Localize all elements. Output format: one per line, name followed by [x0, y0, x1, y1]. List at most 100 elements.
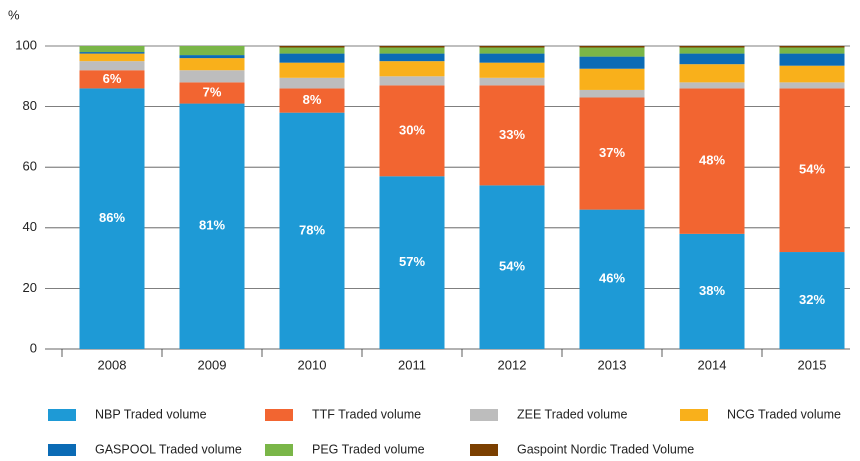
bar-segment: [479, 85, 545, 186]
legend-swatch: [48, 444, 76, 456]
legend-label: NBP Traded volume: [95, 407, 207, 421]
data-label: 38%: [699, 283, 725, 298]
bar-segment: [179, 82, 245, 104]
bar-segment: [479, 47, 545, 54]
bar-segment: [479, 77, 545, 86]
bar-segment: [279, 62, 345, 78]
bar-segment: [479, 62, 545, 78]
y-tick-label: 20: [23, 280, 37, 295]
bar-segment: [579, 68, 645, 90]
bar-segment: [279, 77, 345, 89]
y-tick-label: 80: [23, 98, 37, 113]
bar-segment: [779, 53, 845, 66]
x-tick-label: 2012: [498, 357, 527, 372]
bar-segment: [179, 46, 245, 56]
bar-segment: [579, 46, 645, 48]
data-label: 7%: [203, 84, 222, 99]
x-tick-label: 2008: [98, 357, 127, 372]
bar-segment: [179, 55, 245, 59]
data-label: 81%: [199, 218, 225, 233]
x-tick-label: 2010: [298, 357, 327, 372]
data-label: 78%: [299, 222, 325, 237]
bar-segment: [579, 56, 645, 69]
bar-segment: [479, 53, 545, 63]
bar-segment: [379, 176, 445, 349]
bar-segment: [279, 47, 345, 54]
data-label: 57%: [399, 254, 425, 269]
data-label: 37%: [599, 145, 625, 160]
x-tick-label: 2011: [398, 357, 426, 372]
legend-label: GASPOOL Traded volume: [95, 442, 242, 456]
bar-segment: [779, 47, 845, 54]
bar-segment: [679, 46, 745, 48]
data-label: 30%: [399, 122, 425, 137]
bar-segment: [79, 70, 145, 89]
data-label: 32%: [799, 292, 825, 307]
x-tick-label: 2009: [198, 357, 227, 372]
bar-segment: [479, 185, 545, 349]
data-label: 54%: [499, 259, 525, 274]
legend-label: ZEE Traded volume: [517, 407, 628, 421]
y-tick-label: 60: [23, 159, 37, 174]
bar-segment: [479, 46, 545, 48]
bar-segment: [679, 53, 745, 65]
bar-segment: [679, 64, 745, 83]
bar-segment: [579, 89, 645, 98]
data-label: 8%: [303, 92, 322, 107]
bar-segment: [679, 233, 745, 349]
y-axis-label: %: [8, 7, 20, 22]
bar-segment: [779, 88, 845, 253]
legend-swatch: [470, 409, 498, 421]
bar-segment: [379, 46, 445, 48]
bar-segment: [79, 61, 145, 71]
bar-segment: [579, 209, 645, 349]
legend-swatch: [265, 444, 293, 456]
bar-segment: [679, 47, 745, 54]
bar-segment: [579, 97, 645, 210]
data-label: 46%: [599, 271, 625, 286]
data-label: 48%: [699, 153, 725, 168]
data-label: 86%: [99, 210, 125, 225]
bar-segment: [279, 112, 345, 349]
bar-segment: [379, 85, 445, 177]
legend-swatch: [470, 444, 498, 456]
bar-segment: [579, 47, 645, 57]
data-label: 33%: [499, 127, 525, 142]
bar-segment: [179, 58, 245, 71]
legend-swatch: [48, 409, 76, 421]
y-tick-label: 0: [30, 340, 37, 355]
bar-segment: [379, 47, 445, 54]
x-tick-label: 2014: [698, 357, 727, 372]
bar-segment: [79, 46, 145, 53]
y-tick-label: 100: [15, 37, 37, 52]
legend-label: NCG Traded volume: [727, 407, 841, 421]
x-tick-label: 2013: [598, 357, 627, 372]
bar-segment: [779, 65, 845, 83]
legend-label: TTF Traded volume: [312, 407, 421, 421]
data-label: 6%: [103, 71, 122, 86]
bar-segment: [379, 61, 445, 77]
bar-segment: [679, 82, 745, 89]
legend-swatch: [680, 409, 708, 421]
bar-segment: [179, 70, 245, 83]
legend-label: PEG Traded volume: [312, 442, 425, 456]
bar-segment: [279, 46, 345, 48]
legend-label: Gaspoint Nordic Traded Volume: [517, 442, 694, 456]
bar-segment: [779, 46, 845, 48]
bar-segment: [279, 53, 345, 63]
bar-segment: [79, 53, 145, 62]
x-tick-label: 2015: [798, 357, 827, 372]
bar-segment: [179, 103, 245, 349]
bar-segment: [779, 252, 845, 349]
bar-segment: [779, 82, 845, 89]
legend-swatch: [265, 409, 293, 421]
bar-segment: [679, 88, 745, 234]
bar-segment: [379, 53, 445, 62]
bar-segment: [379, 76, 445, 86]
bar-segment: [79, 88, 145, 350]
y-tick-label: 40: [23, 219, 37, 234]
bar-segment: [279, 88, 345, 113]
data-label: 54%: [799, 162, 825, 177]
bar-segment: [79, 52, 145, 54]
